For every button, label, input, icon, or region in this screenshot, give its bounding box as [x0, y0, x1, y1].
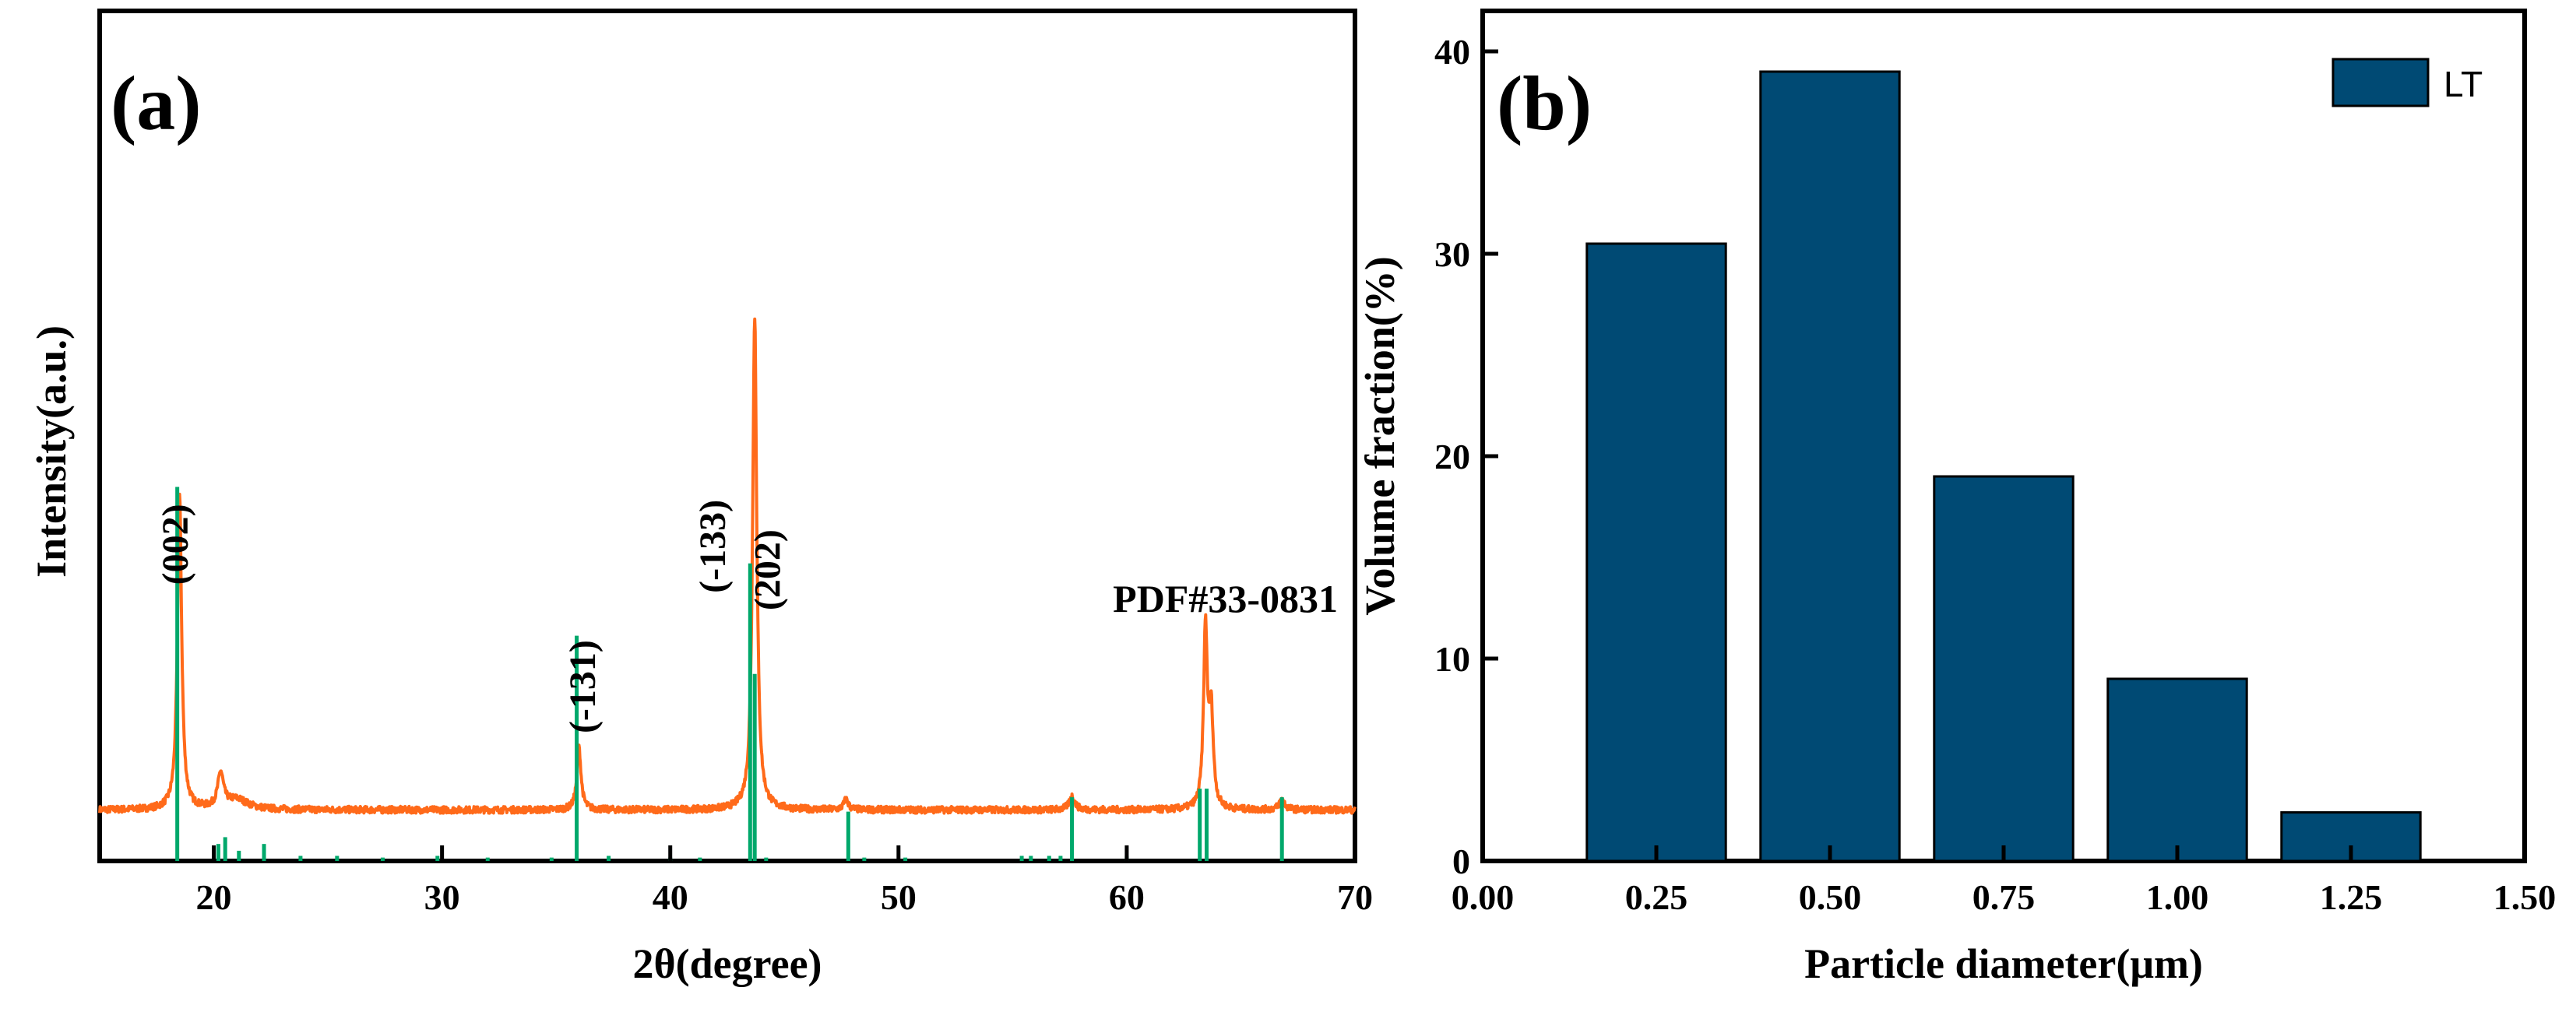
particle-size-bar	[1585, 242, 1727, 863]
miller-index-label: (002)	[155, 504, 196, 585]
miller-index-label: (202)	[747, 529, 788, 610]
particle-size-bar	[1759, 70, 1901, 863]
x-tick-label: 70	[1337, 877, 1373, 917]
miller-index-labels: (002) (-131) (-133) (202)	[155, 500, 789, 733]
xrd-pattern-line	[98, 317, 1357, 815]
xrd-x-axis-title: 2θ(degree)	[632, 940, 822, 987]
y-tick-label: 10	[1434, 639, 1470, 679]
xrd-y-axis-title: Intensity(a.u.)	[28, 325, 75, 578]
panel-label-a: (a)	[111, 60, 202, 146]
x-tick-label: 0.50	[1799, 877, 1862, 917]
x-tick-label: 0.00	[1452, 877, 1515, 917]
particle-y-axis-ticks: 0 10 20 30 40	[1434, 32, 1498, 881]
particle-size-bar	[2106, 677, 2248, 863]
x-tick-label: 40	[653, 877, 688, 917]
particle-x-axis-title: Particle diameter(μm)	[1804, 940, 2203, 987]
x-tick-label: 1.50	[2493, 877, 2557, 917]
particle-size-chart-panel: 0.00 0.25 0.50 0.75 1.00 1.25 1.50 0 10 20 30 40 (…	[1357, 9, 2557, 987]
legend: LT	[2331, 58, 2483, 107]
x-tick-label: 0.25	[1625, 877, 1688, 917]
x-tick-label: 60	[1109, 877, 1145, 917]
x-tick-label: 50	[881, 877, 917, 917]
xrd-chart-panel: 20 30 40 50 60 70 (a) PDF#33-0831 (002) (-131)…	[28, 9, 1373, 987]
xrd-plot-area	[98, 317, 1357, 861]
x-tick-label: 20	[196, 877, 232, 917]
reference-card-label: PDF#33-0831	[1113, 577, 1338, 620]
legend-swatch	[2331, 58, 2430, 107]
particle-x-axis-ticks: 0.00 0.25 0.50 0.75 1.00 1.25 1.50	[1452, 845, 2557, 917]
x-tick-label: 30	[424, 877, 460, 917]
xrd-x-axis-ticks: 20 30 40 50 60 70	[196, 845, 1373, 917]
legend-label: LT	[2444, 64, 2483, 104]
miller-index-label: (-131)	[562, 640, 604, 733]
y-tick-label: 30	[1434, 234, 1470, 274]
particle-size-bar	[1933, 475, 2075, 863]
y-tick-label: 40	[1434, 32, 1470, 72]
panel-label-b: (b)	[1497, 60, 1592, 146]
miller-index-label: (-133)	[692, 500, 734, 593]
x-tick-label: 1.00	[2146, 877, 2209, 917]
particle-y-axis-title: Volume fraction(%)	[1357, 256, 1403, 615]
y-tick-label: 20	[1434, 437, 1470, 476]
x-tick-label: 1.25	[2320, 877, 2383, 917]
xrd-plot-frame	[97, 9, 1357, 863]
x-tick-label: 0.75	[1972, 877, 2036, 917]
y-tick-label: 0	[1452, 842, 1470, 881]
particle-bars	[1585, 70, 2422, 863]
